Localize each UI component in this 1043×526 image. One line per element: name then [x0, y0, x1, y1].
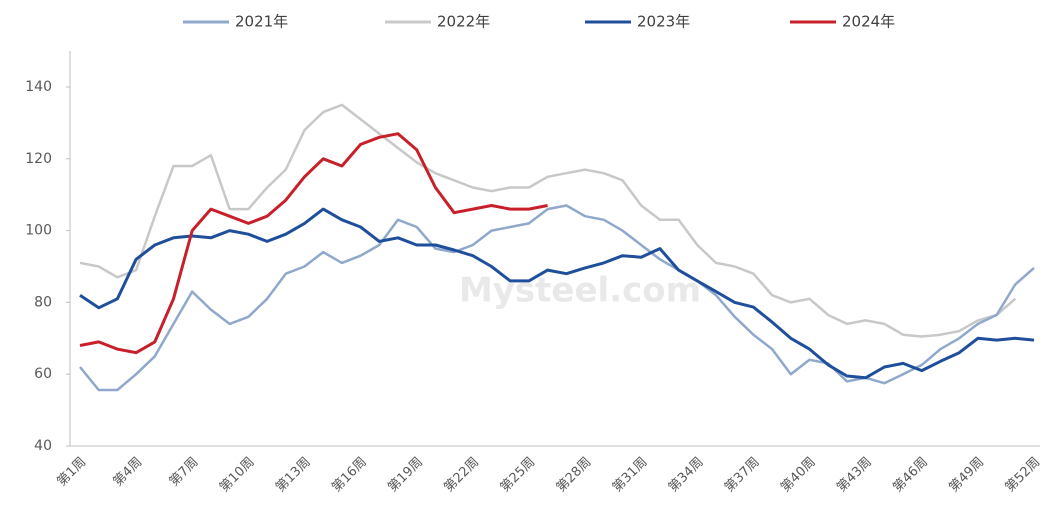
legend-label: 2024年 [842, 13, 895, 31]
x-tick-label: 第37周 [722, 455, 763, 496]
x-tick-label: 第10周 [217, 455, 258, 496]
x-tick-label: 第34周 [666, 455, 707, 496]
series-line [79, 132, 548, 355]
x-tick-label: 第19周 [385, 455, 426, 496]
y-tick-label: 60 [34, 366, 52, 382]
x-tick-label: 第49周 [946, 455, 987, 496]
series-line [79, 204, 1035, 392]
x-tick-label: 第46周 [890, 455, 931, 496]
series-line [79, 207, 1035, 380]
legend-label: 2022年 [437, 13, 490, 31]
y-tick-label: 100 [25, 223, 52, 239]
x-tick-label: 第1周 [54, 455, 89, 490]
x-tick-label: 第16周 [329, 455, 370, 496]
x-tick-label: 第22周 [441, 455, 482, 496]
x-tick-label: 第52周 [1003, 455, 1043, 496]
x-tick-label: 第43周 [834, 455, 875, 496]
y-tick-label: 40 [34, 438, 52, 454]
x-tick-label: 第7周 [167, 455, 202, 490]
y-tick-label: 80 [34, 294, 52, 310]
x-tick-label: 第31周 [610, 455, 651, 496]
legend-label: 2023年 [637, 13, 690, 31]
watermark: Mysteel.com [459, 271, 701, 311]
legend-label: 2021年 [235, 13, 288, 31]
series-line [79, 103, 1017, 338]
y-tick-label: 120 [25, 151, 52, 167]
x-tick-label: 第28周 [554, 455, 595, 496]
x-tick-label: 第40周 [778, 455, 819, 496]
x-tick-label: 第4周 [111, 455, 146, 490]
x-tick-label: 第13周 [273, 455, 314, 496]
y-tick-label: 140 [25, 79, 52, 95]
x-tick-label: 第25周 [498, 455, 539, 496]
